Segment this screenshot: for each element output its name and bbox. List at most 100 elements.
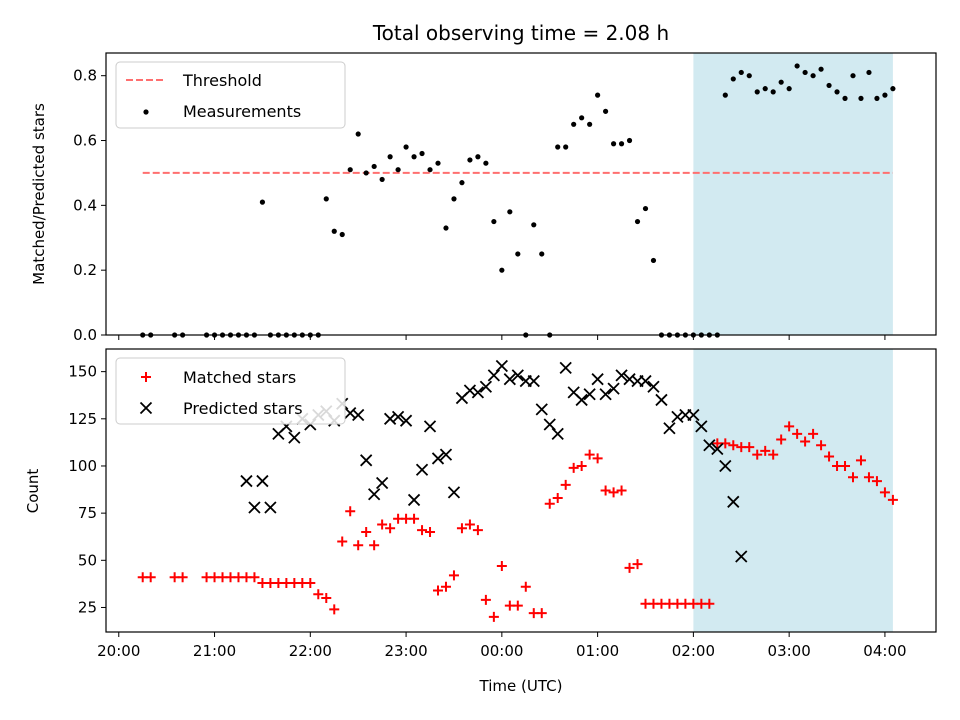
predicted-star-point (479, 380, 493, 393)
measurement-point (387, 154, 393, 160)
measurement-point (427, 167, 433, 173)
matched-star-point (863, 472, 874, 483)
measurement-point (874, 95, 880, 101)
measurement-point (331, 228, 337, 234)
measurement-point (299, 332, 305, 338)
measurement-point (403, 144, 409, 150)
measurement-point (411, 154, 417, 160)
measurement-point (243, 332, 250, 338)
matched-star-point (552, 493, 563, 504)
measurement-point (571, 121, 577, 127)
predicted-star-point (511, 369, 524, 382)
measurement-point (890, 86, 896, 92)
predicted-star-point (559, 361, 572, 375)
measurement-point (778, 79, 784, 85)
measurement-point (283, 332, 289, 338)
matched-star-point (145, 572, 156, 583)
bottom-y-axis-label: Count (24, 469, 42, 514)
measurement-point (714, 332, 720, 338)
measurement-point (172, 332, 178, 338)
predicted-star-point (415, 463, 429, 476)
measurement-point (515, 251, 521, 257)
matched-star-point (848, 472, 858, 483)
matched-star-point (417, 525, 428, 536)
legend-top: Threshold Measurements (115, 61, 346, 129)
measurement-point (531, 222, 537, 228)
predicted-star-point (639, 374, 652, 388)
measurement-point (323, 196, 329, 202)
measurement-point (610, 141, 617, 147)
measurement-point (491, 218, 497, 225)
predicted-star-point (615, 369, 628, 382)
matched-star-point (871, 476, 882, 487)
legend-threshold-label: Threshold (182, 71, 262, 90)
measurement-point (203, 332, 210, 338)
matched-star-point (456, 523, 467, 534)
predicted-star-point (368, 488, 381, 501)
predicted-star-point (423, 420, 437, 433)
matched-star-point (840, 460, 851, 471)
predicted-star-point (439, 448, 453, 461)
y-tick-label: 125 (68, 410, 97, 428)
measurement-point (363, 170, 369, 176)
matched-star-point (480, 594, 491, 605)
predicted-star-point (735, 550, 748, 563)
measurement-point (826, 82, 832, 89)
predicted-star-point (407, 493, 421, 507)
measurement-point (698, 332, 704, 338)
measurement-point (858, 95, 864, 101)
y-tick-label: 0.2 (73, 261, 97, 279)
measurement-point (315, 332, 321, 338)
predicted-star-point (655, 393, 668, 407)
measurement-point (802, 69, 808, 76)
matched-star-point (608, 487, 619, 498)
measurement-point (483, 160, 489, 166)
measurement-point (547, 332, 553, 338)
matched-star-point (600, 485, 611, 496)
predicted-star-point (543, 418, 556, 431)
predicted-star-point (703, 439, 716, 452)
measurement-point (634, 218, 641, 225)
measurement-point (467, 157, 473, 163)
matched-star-point (433, 585, 443, 596)
top-panel: 0.0 0.2 0.4 0.6 0.8 Threshold Measurements (73, 52, 937, 344)
measurement-point (834, 89, 840, 95)
measurement-point (291, 332, 297, 338)
matched-star-point (887, 494, 898, 505)
predicted-star-point (535, 403, 548, 416)
predicted-star-point (471, 386, 485, 399)
predicted-star-point (391, 410, 405, 424)
predicted-star-point (375, 476, 389, 490)
x-axis-label: Time (UTC) (479, 677, 563, 695)
y-tick-label: 150 (68, 363, 97, 381)
predicted-star-point (711, 442, 724, 456)
legend-predicted-swatch (139, 401, 153, 415)
measurement-point (842, 95, 848, 101)
matched-star-point (369, 540, 380, 551)
measurement-point (602, 108, 609, 114)
measurement-point (379, 176, 385, 183)
y-tick-label: 0.0 (73, 326, 97, 344)
predicted-star-point (240, 474, 253, 488)
matched-star-point (313, 589, 324, 600)
shaded-region (693, 349, 893, 632)
measurement-point (180, 332, 186, 338)
matched-star-point (345, 506, 356, 517)
measurement-point (754, 89, 760, 95)
measurement-point (219, 332, 226, 338)
y-tick-label: 0.6 (73, 132, 97, 150)
matched-star-point (728, 440, 739, 451)
matched-star-point (440, 581, 451, 592)
measurement-point (866, 69, 872, 76)
measurement-point (259, 199, 266, 205)
predicted-star-point (719, 459, 732, 473)
matched-star-point (824, 451, 835, 462)
measurement-point (539, 251, 545, 257)
measurement-point (307, 332, 313, 338)
measurement-point (587, 121, 593, 127)
predicted-star-point (360, 454, 373, 467)
matched-star-point (448, 570, 459, 581)
predicted-star-point (687, 408, 700, 422)
matched-star-point (808, 428, 819, 439)
measurement-point (666, 332, 673, 338)
